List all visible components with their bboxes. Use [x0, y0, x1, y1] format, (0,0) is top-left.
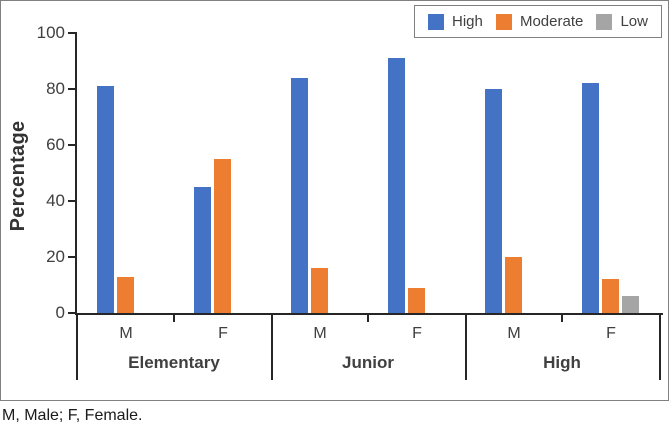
bar-low-high-f: [622, 296, 639, 313]
bar-moderate-high-m: [505, 257, 522, 313]
y-tick-label-40: 40: [46, 191, 65, 210]
y-tick-label-60: 60: [46, 135, 65, 154]
bar-moderate-elementary-f: [214, 159, 231, 313]
legend: High Moderate Low: [414, 5, 662, 38]
plot-area: [77, 33, 659, 313]
x-label-high-f: F: [606, 325, 616, 342]
bar-high-high-m: [485, 89, 502, 313]
group-separator-left: [76, 313, 78, 380]
x-label-junior-m: M: [313, 325, 327, 342]
minor-tick-elementary: [173, 313, 175, 322]
y-tick-0: [68, 312, 75, 314]
group-separator-junior-high: [465, 313, 467, 380]
legend-label-moderate: Moderate: [519, 13, 584, 30]
y-tick-60: [68, 144, 75, 146]
bar-moderate-high-f: [602, 279, 619, 313]
y-tick-20: [68, 256, 75, 258]
bar-moderate-junior-f: [408, 287, 425, 313]
bar-high-junior-m: [291, 77, 308, 313]
x-label-elementary-f: F: [218, 325, 228, 342]
x-label-elementary-m: M: [119, 325, 133, 342]
legend-item-high: High: [428, 13, 483, 30]
y-tick-label-80: 80: [46, 79, 65, 98]
y-tick-label-100: 100: [36, 23, 65, 42]
legend-label-low: Low: [620, 13, 648, 30]
y-tick-40: [68, 200, 75, 202]
minor-tick-junior: [367, 313, 369, 322]
group-separator-right: [659, 313, 661, 380]
x-label-junior-f: F: [412, 325, 422, 342]
minor-tick-high: [561, 313, 563, 322]
legend-swatch-high-icon: [428, 13, 444, 30]
legend-swatch-low-icon: [596, 13, 613, 30]
y-tick-label-20: 20: [46, 247, 65, 266]
bar-high-high-f: [582, 83, 599, 313]
y-axis-line: [75, 32, 77, 315]
footnote: M, Male; F, Female.: [2, 407, 143, 424]
y-tick-80: [68, 88, 75, 90]
bar-high-elementary-m: [97, 86, 114, 313]
bar-moderate-elementary-m: [117, 276, 134, 313]
x-label-high-m: M: [507, 325, 521, 342]
bar-high-junior-f: [388, 58, 405, 313]
bar-moderate-junior-m: [311, 268, 328, 313]
figure-box: Percentage 100 80 60 40 20 0 M F M F M: [0, 0, 669, 401]
y-tick-label-0: 0: [55, 303, 65, 322]
y-tick-100: [68, 32, 75, 34]
y-axis-title: Percentage: [7, 120, 29, 232]
bar-high-elementary-f: [194, 187, 211, 313]
legend-swatch-moderate-icon: [495, 13, 512, 30]
group-separator-elementary-junior: [271, 313, 273, 380]
x-group-label-elementary: Elementary: [128, 353, 220, 372]
x-axis-line: [75, 313, 663, 315]
x-group-label-high: High: [543, 353, 581, 372]
legend-item-moderate: Moderate: [495, 13, 584, 30]
legend-label-high: High: [452, 13, 483, 30]
x-group-label-junior: Junior: [342, 353, 394, 372]
legend-item-low: Low: [596, 13, 648, 30]
